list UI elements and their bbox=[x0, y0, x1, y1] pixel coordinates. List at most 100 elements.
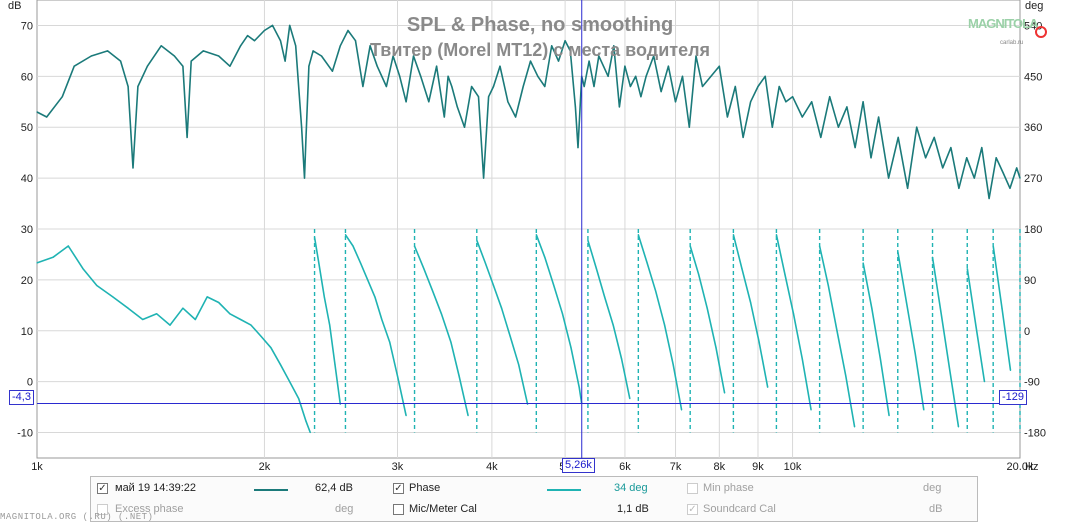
spl-data-point bbox=[218, 55, 220, 57]
spl-data-point bbox=[132, 167, 134, 169]
spl-data-point bbox=[190, 60, 192, 62]
spl-data-point bbox=[295, 45, 297, 47]
spl-data-point bbox=[640, 96, 642, 98]
chart-canvas: 1k2k3k4k5k6k7k8k9k10k20,0k70605040302010… bbox=[17, 0, 1046, 470]
spl-data-point bbox=[557, 60, 560, 62]
right-tick-label: 450 bbox=[1024, 71, 1042, 83]
phase-series-segment bbox=[818, 245, 856, 428]
right-tick-label: -180 bbox=[1024, 428, 1046, 440]
spl-data-point bbox=[127, 85, 129, 88]
spl-data-point bbox=[447, 75, 449, 77]
spl-data-point bbox=[667, 65, 670, 67]
spl-data-point bbox=[764, 75, 766, 77]
phase-series-segment bbox=[413, 245, 469, 416]
footer-watermark: MAGNITOLA.ORG (.RU) (.NET) bbox=[0, 512, 154, 522]
phase-series-segment bbox=[862, 262, 890, 416]
spl-data-point bbox=[451, 85, 453, 88]
spl-data-point bbox=[470, 85, 473, 88]
watermark-sub: carlab.ru bbox=[1000, 40, 1024, 46]
spl-data-point bbox=[303, 177, 306, 179]
left-tick-label: 0 bbox=[27, 377, 33, 389]
right-tick-label: 0 bbox=[1024, 326, 1030, 338]
phase-data-point bbox=[1019, 262, 1021, 264]
x-axis-unit: Hz bbox=[1025, 461, 1039, 473]
spl-series-label: май 19 14:39:22 bbox=[115, 482, 196, 494]
min-phase-unit: deg bbox=[923, 482, 942, 494]
spl-data-point bbox=[907, 187, 909, 189]
spl-data-point bbox=[916, 126, 918, 128]
spl-data-point bbox=[487, 96, 490, 98]
excess-phase-unit: deg bbox=[335, 503, 354, 515]
spl-data-point bbox=[681, 75, 684, 77]
spl-data-point bbox=[613, 45, 615, 47]
phase-series-segment bbox=[535, 234, 583, 404]
spl-data-point bbox=[607, 75, 609, 77]
left-tick-label: 20 bbox=[21, 275, 33, 287]
soundcard-cal-checkbox[interactable]: ✓ bbox=[687, 504, 698, 515]
spl-data-point bbox=[942, 167, 944, 169]
spl-data-point bbox=[988, 197, 990, 200]
spl-data-point bbox=[137, 85, 139, 88]
x-tick-label: 1k bbox=[31, 461, 43, 470]
phase-series-segment bbox=[689, 245, 726, 394]
x-tick-label: 2k bbox=[259, 461, 271, 470]
min-phase-checkbox[interactable] bbox=[687, 483, 698, 494]
spl-data-point bbox=[771, 126, 773, 128]
spl-data-point bbox=[870, 157, 872, 159]
spl-data-point bbox=[240, 45, 242, 47]
spl-data-point bbox=[887, 177, 890, 179]
phase-series-segment bbox=[344, 234, 407, 416]
spl-data-point bbox=[846, 106, 848, 108]
spl-series-line bbox=[36, 24, 1021, 200]
spl-data-point bbox=[119, 60, 122, 62]
spl-data-point bbox=[973, 177, 975, 179]
phase-label: Phase bbox=[409, 482, 441, 494]
phase-series-segment bbox=[476, 240, 529, 405]
spl-data-point bbox=[897, 136, 899, 138]
phase-visible-checkbox[interactable]: ✓ bbox=[393, 483, 404, 494]
spl-data-point bbox=[785, 101, 787, 103]
spl-data-point bbox=[36, 111, 38, 113]
spl-data-point bbox=[428, 101, 430, 103]
spl-data-point bbox=[522, 85, 524, 88]
legend-row-2: Excess phase deg Mic/Meter Cal 1,1 dB ✓ … bbox=[91, 499, 977, 521]
phase-series-segment bbox=[732, 234, 769, 388]
spl-data-point bbox=[674, 101, 677, 103]
spl-data-point bbox=[995, 157, 997, 159]
x-tick-label: 9k bbox=[752, 461, 764, 470]
spl-data-point bbox=[551, 45, 553, 47]
spl-data-point bbox=[90, 55, 92, 57]
spl-data-point bbox=[499, 65, 501, 67]
excess-phase-label: Excess phase bbox=[115, 503, 184, 515]
spl-data-point bbox=[854, 146, 856, 149]
spl-data-point bbox=[456, 106, 458, 108]
cursor-x-readout[interactable]: 5,26k bbox=[562, 458, 595, 473]
spl-data-point bbox=[61, 96, 63, 98]
spl-data-point bbox=[271, 24, 274, 27]
cursor-left-readout[interactable]: -4,3 bbox=[9, 390, 34, 405]
phase-series-segment bbox=[992, 245, 1012, 371]
spl-data-point bbox=[710, 75, 712, 77]
cursor-right-readout[interactable]: -129 bbox=[999, 390, 1028, 405]
spl-data-point bbox=[146, 65, 149, 67]
right-tick-label: 180 bbox=[1024, 224, 1042, 236]
spl-data-point bbox=[1016, 167, 1018, 169]
spl-data-point bbox=[862, 101, 864, 103]
left-axis-unit: dB bbox=[8, 0, 22, 12]
min-phase-label: Min phase bbox=[703, 482, 754, 494]
spl-data-point bbox=[734, 85, 736, 88]
x-tick-label: 6k bbox=[619, 461, 631, 470]
phase-series-segment bbox=[966, 268, 986, 382]
excess-phase-checkbox[interactable] bbox=[97, 504, 108, 515]
mic-cal-checkbox[interactable] bbox=[393, 504, 404, 515]
spl-visible-checkbox[interactable]: ✓ bbox=[97, 483, 108, 494]
spl-data-point bbox=[284, 60, 286, 62]
spl-data-point bbox=[492, 85, 495, 88]
spl-data-point bbox=[73, 65, 75, 67]
left-tick-label: -10 bbox=[17, 428, 33, 440]
spl-data-point bbox=[574, 106, 577, 108]
spl-data-point bbox=[515, 116, 517, 118]
spl-data-point bbox=[618, 106, 621, 108]
spl-data-point bbox=[443, 116, 445, 118]
x-tick-label: 8k bbox=[714, 461, 726, 470]
